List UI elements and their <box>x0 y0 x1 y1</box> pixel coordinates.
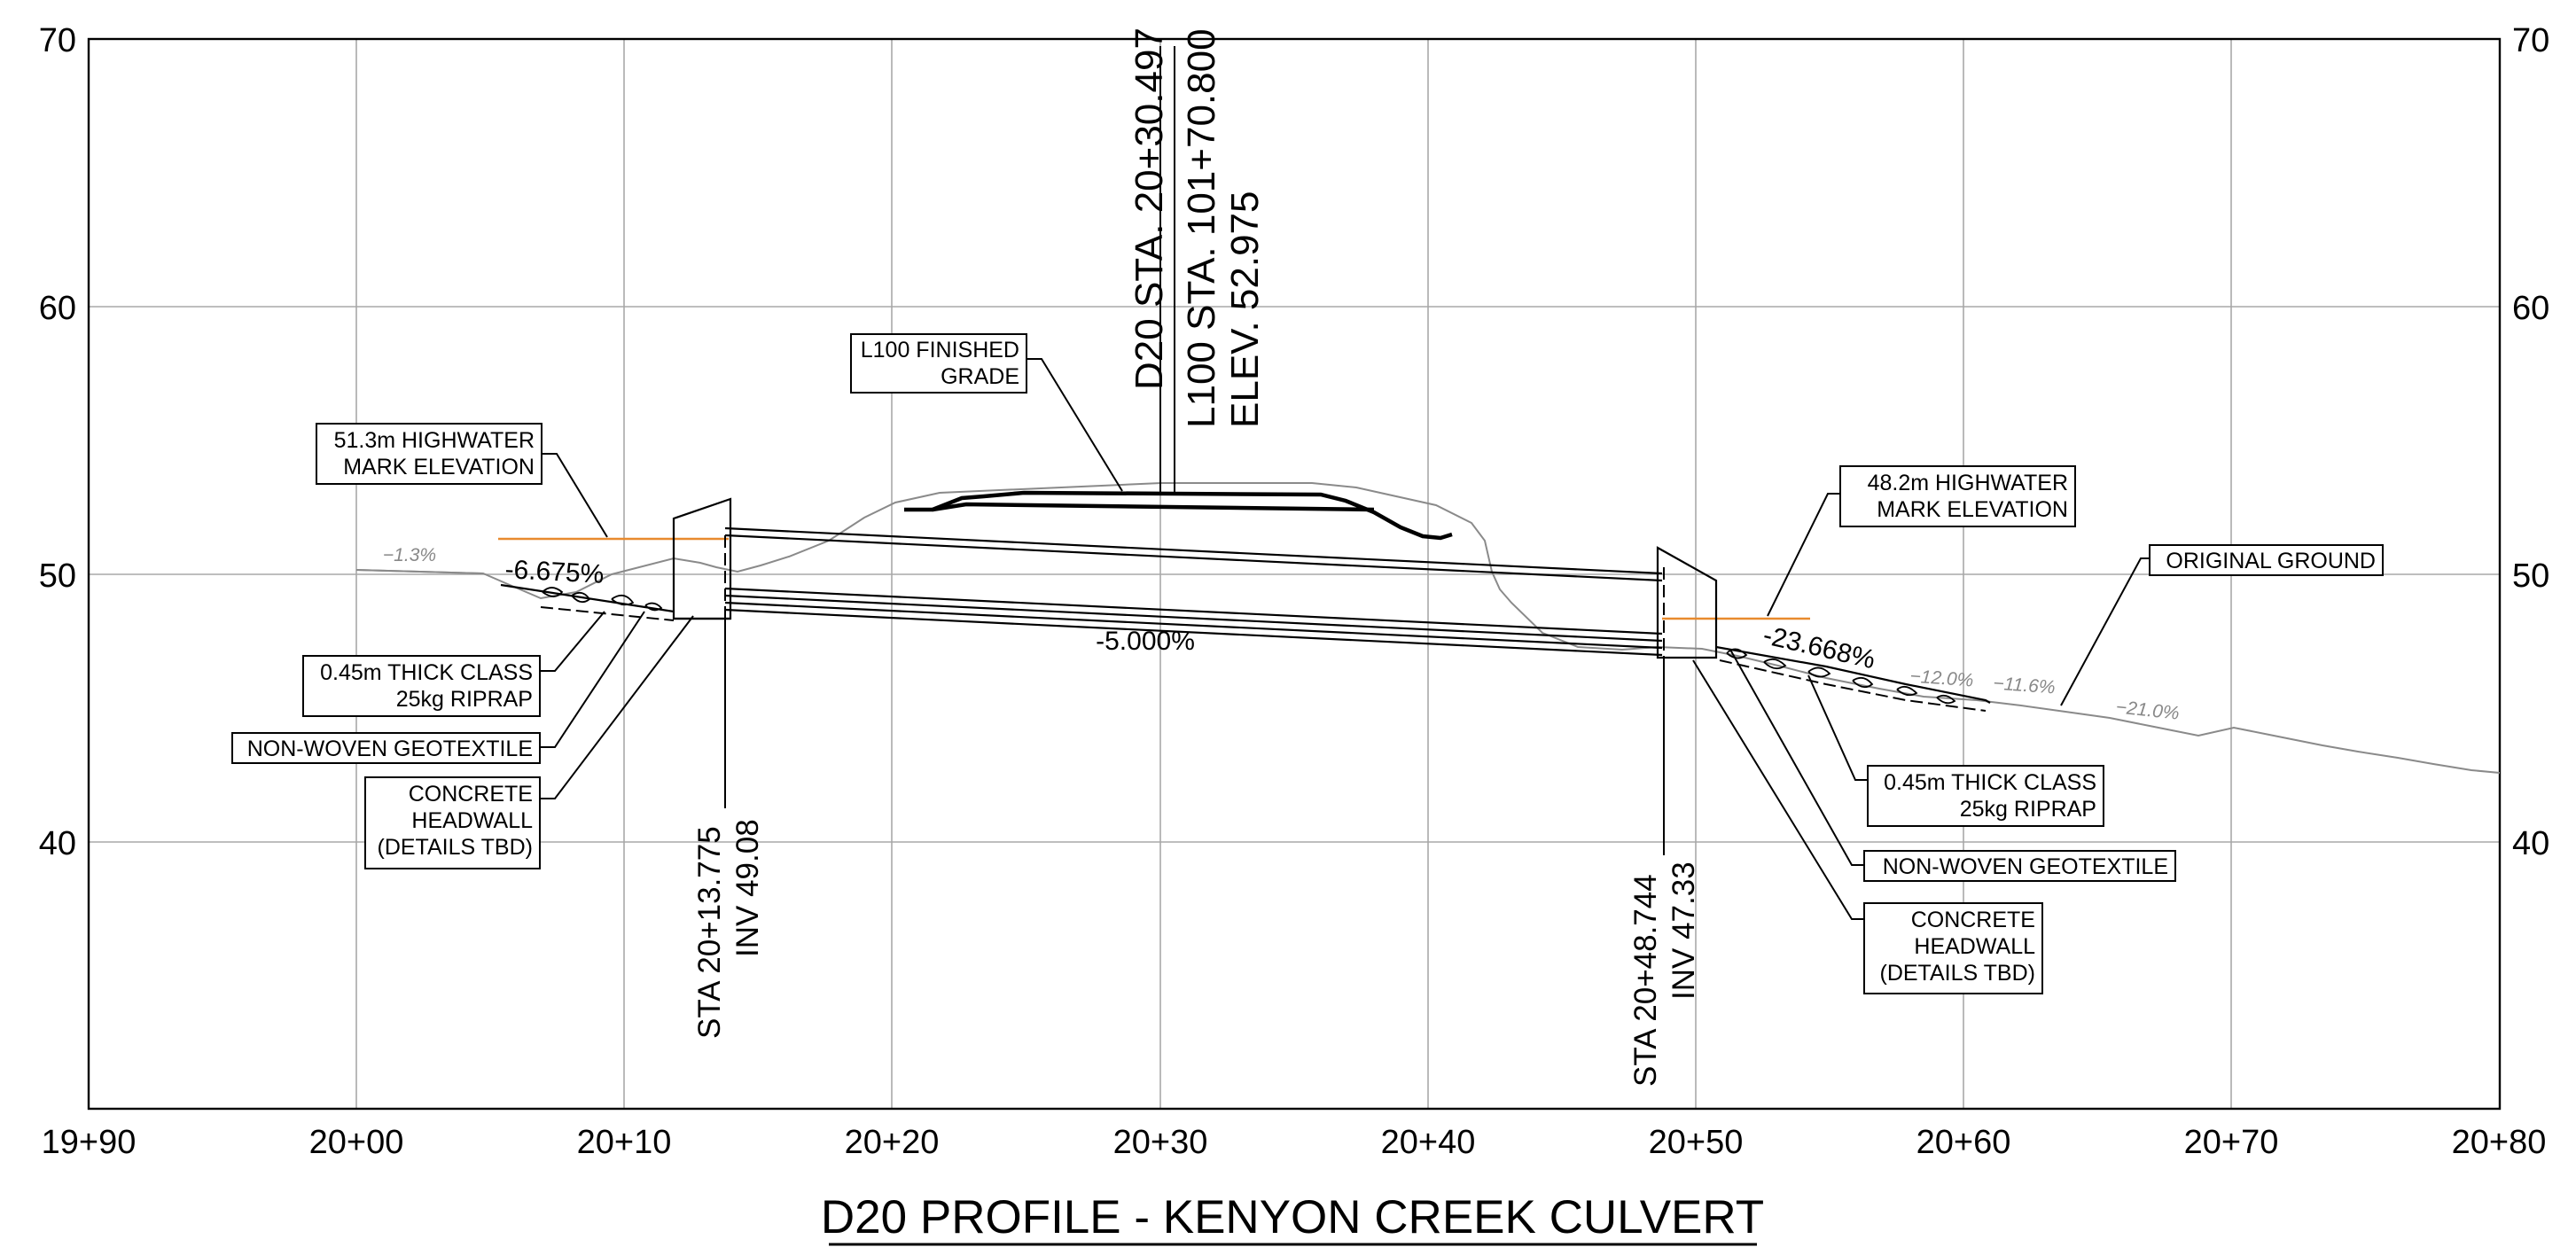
original-ground-line-left <box>355 569 484 574</box>
y-tick-70: 70 <box>39 22 76 59</box>
x-tick-2080: 20+80 <box>2452 1124 2547 1161</box>
geotextile-left-text: NON-WOVEN GEOTEXTILE <box>247 737 533 761</box>
leader-lines <box>539 358 2150 920</box>
inlet-station-text: STA 20+13.775 <box>692 826 727 1039</box>
centerline-label: D20 STA. 20+30.497 L100 STA. 101+70.800 … <box>1128 27 1267 428</box>
x-tick-2070: 20+70 <box>2184 1124 2279 1161</box>
callout-highwater-left: 51.3m HIGHWATER MARK ELEVATION <box>316 423 543 485</box>
y-tick-40-right: 40 <box>2512 825 2549 862</box>
finished-grade <box>904 46 1453 541</box>
y-tick-50: 50 <box>39 557 76 595</box>
y-axis-right: 70 60 50 40 <box>2512 22 2549 862</box>
riprap-right <box>1715 645 1991 712</box>
l100-station-text: L100 STA. 101+70.800 <box>1180 28 1223 428</box>
riprap-right-line2: 25kg RIPRAP <box>1960 797 2096 822</box>
finished-grade-line2: GRADE <box>941 364 1019 389</box>
callout-finished-grade: L100 FINISHED GRADE <box>850 333 1027 394</box>
plot-frame <box>87 37 2502 1111</box>
inlet-headwall <box>672 497 732 808</box>
original-ground-text: ORIGINAL GROUND <box>2166 549 2376 573</box>
headwall-left-line3: (DETAILS TBD) <box>378 835 534 860</box>
outlet-station-text: STA 20+48.744 <box>1628 874 1663 1087</box>
outlet-station-label: STA 20+48.744 INV 47.33 <box>1628 861 1701 1087</box>
headwall-left-line1: CONCRETE <box>409 782 533 807</box>
riprap-left <box>500 583 675 621</box>
inlet-slope-text: -6.675% <box>504 555 605 589</box>
grid <box>89 39 2500 1109</box>
x-tick-2010: 20+10 <box>577 1124 672 1161</box>
y-tick-70-right: 70 <box>2512 22 2549 59</box>
callout-geotextile-left: NON-WOVEN GEOTEXTILE <box>231 732 541 764</box>
culvert-pipe <box>724 526 1663 657</box>
x-tick-2020: 20+20 <box>845 1124 940 1161</box>
y-tick-60-right: 60 <box>2512 290 2549 327</box>
callout-highwater-right: 48.2m HIGHWATER MARK ELEVATION <box>1839 465 2076 527</box>
outlet-slope-text: -23.668% <box>1760 620 1878 674</box>
inlet-invert-text: INV 49.08 <box>730 819 765 957</box>
headwall-right-line3: (DETAILS TBD) <box>1880 961 2036 986</box>
callout-headwall-right: CONCRETE HEADWALL (DETAILS TBD) <box>1863 902 2043 994</box>
culvert-grade-text: -5.000% <box>1096 627 1195 656</box>
callout-geotextile-right: NON-WOVEN GEOTEXTILE <box>1863 850 2176 882</box>
highwater-right-line2: MARK ELEVATION <box>1877 497 2068 522</box>
drawing-title: D20 PROFILE - KENYON CREEK CULVERT <box>821 1191 1764 1243</box>
x-tick-2040: 20+40 <box>1381 1124 1476 1161</box>
riprap-left-line1: 0.45m THICK CLASS <box>320 660 533 685</box>
x-tick-1990: 19+90 <box>42 1124 137 1161</box>
callout-original-ground: ORIGINAL GROUND <box>2149 544 2384 576</box>
ground-grade-left: −1.3% <box>383 545 436 565</box>
highwater-right-line1: 48.2m HIGHWATER <box>1868 471 2068 495</box>
headwall-right-line1: CONCRETE <box>1911 908 2035 932</box>
geotextile-right-text: NON-WOVEN GEOTEXTILE <box>1883 854 2168 879</box>
highwater-left-line2: MARK ELEVATION <box>343 455 535 479</box>
ground-grade-right-1: −12.0% <box>1909 666 1974 691</box>
y-tick-60: 60 <box>39 290 76 327</box>
original-ground-line <box>355 482 2501 774</box>
x-tick-2050: 20+50 <box>1649 1124 1744 1161</box>
y-tick-40: 40 <box>39 825 76 862</box>
x-axis: 19+90 20+00 20+10 20+20 20+30 20+40 20+5… <box>42 1124 2547 1161</box>
callout-riprap-right: 0.45m THICK CLASS 25kg RIPRAP <box>1867 765 2104 827</box>
centerline-station-text: D20 STA. 20+30.497 <box>1128 27 1171 390</box>
headwall-left-line2: HEADWALL <box>411 808 533 833</box>
outlet-headwall <box>1656 546 1718 855</box>
x-tick-2000: 20+00 <box>309 1124 404 1161</box>
ground-grade-right-3: −21.0% <box>2115 697 2181 723</box>
x-tick-2030: 20+30 <box>1113 1124 1208 1161</box>
ground-grade-right-2: −11.6% <box>1993 674 2057 698</box>
elevation-text: ELEV. 52.975 <box>1223 191 1267 428</box>
highwater-left-line1: 51.3m HIGHWATER <box>334 428 535 453</box>
inlet-station-label: STA 20+13.775 INV 49.08 <box>692 819 765 1039</box>
finished-grade-line1: L100 FINISHED <box>861 338 1019 362</box>
y-tick-50-right: 50 <box>2512 557 2549 595</box>
headwall-right-line2: HEADWALL <box>1914 934 2035 959</box>
x-tick-2060: 20+60 <box>1916 1124 2011 1161</box>
y-axis-left: 70 60 50 40 <box>39 22 76 862</box>
riprap-right-line1: 0.45m THICK CLASS <box>1884 770 2096 795</box>
callout-riprap-left: 0.45m THICK CLASS 25kg RIPRAP <box>302 655 541 717</box>
riprap-left-line2: 25kg RIPRAP <box>396 687 533 712</box>
callout-headwall-left: CONCRETE HEADWALL (DETAILS TBD) <box>364 776 541 869</box>
outlet-invert-text: INV 47.33 <box>1667 861 1701 1000</box>
